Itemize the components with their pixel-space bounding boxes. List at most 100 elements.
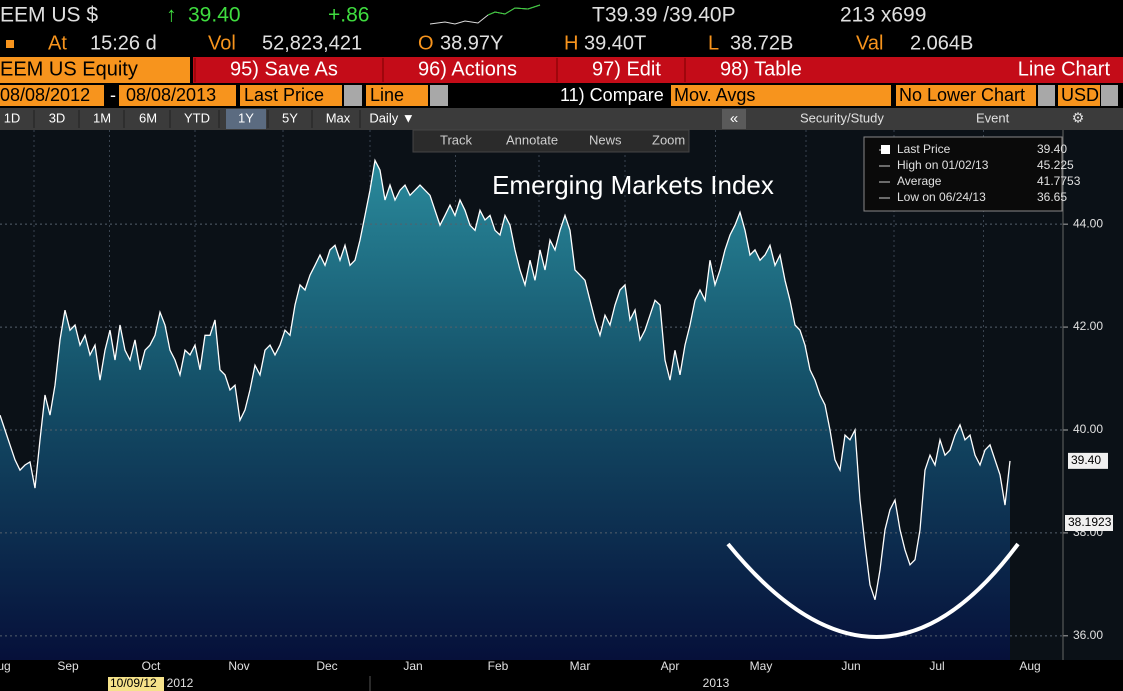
legend-name: Average xyxy=(897,174,942,188)
range-tab[interactable]: 6M xyxy=(139,110,157,125)
chart-style[interactable]: Line xyxy=(370,85,404,105)
range-tab[interactable]: YTD xyxy=(184,110,210,125)
dropdown xyxy=(430,85,448,106)
price-tag xyxy=(1065,515,1113,532)
lower-box xyxy=(896,85,1036,106)
legend-name: High on 01/02/13 xyxy=(897,158,989,172)
menu-button[interactable]: 96) Actions xyxy=(418,58,517,80)
lower-chart[interactable]: No Lower Chart xyxy=(899,85,1025,105)
annotation-arc xyxy=(726,542,1020,639)
x-axis-bar xyxy=(0,660,1123,691)
start-date[interactable]: 08/08/2012 xyxy=(0,85,90,105)
legend-name: Last Price xyxy=(897,142,951,156)
menu-button[interactable]: 95) Save As xyxy=(230,58,338,80)
legend-swatch xyxy=(881,145,890,154)
currency-box xyxy=(1058,85,1100,106)
currency[interactable]: USD xyxy=(1061,85,1099,105)
gear: ⚙ xyxy=(1072,110,1085,126)
x-tick-label: Apr xyxy=(661,659,680,673)
x-tick-label: Feb xyxy=(488,659,509,673)
quote-bar xyxy=(0,0,1123,57)
x-tick-label: Mar xyxy=(570,659,591,673)
range-tab[interactable]: 5Y xyxy=(282,110,298,125)
toolbar-button[interactable]: News xyxy=(589,132,622,147)
stat-value: 52,823,421 xyxy=(262,32,362,54)
toolbar-button[interactable]: Track xyxy=(440,132,473,147)
stat-value: 15:26 d xyxy=(90,32,157,54)
legend-box xyxy=(863,136,1063,212)
x-tick-label: Aug xyxy=(1019,659,1040,673)
legend-value: 41.7753 xyxy=(1037,174,1081,188)
x-tick-label: Jan xyxy=(403,659,422,673)
price-field[interactable]: Last Price xyxy=(244,85,324,105)
area-fill xyxy=(0,160,1010,660)
status-icon xyxy=(6,40,14,48)
security-study[interactable]: Security/Study xyxy=(800,110,884,125)
event[interactable]: Event xyxy=(976,110,1010,125)
y-tick-label: 40.00 xyxy=(1073,422,1103,436)
range-tab[interactable]: 1D xyxy=(4,110,21,125)
price-tag-label: 38.1923 xyxy=(1068,515,1112,529)
compare[interactable]: 11) Compare xyxy=(560,85,664,105)
range-tab[interactable]: 1M xyxy=(93,110,111,125)
stat-value: 38.72B xyxy=(730,32,793,54)
range-tab[interactable]: 1Y xyxy=(238,110,254,125)
end-date[interactable]: 08/08/2013 xyxy=(126,85,216,105)
cursor-date: 10/09/12 xyxy=(110,676,157,690)
bid-ask-size: 213 x699 xyxy=(840,4,926,27)
chart-title: Emerging Markets Index xyxy=(492,170,774,200)
style-box xyxy=(366,85,428,106)
security-box xyxy=(0,57,190,83)
studies-box xyxy=(671,85,891,106)
x-tick-label: Aug xyxy=(0,659,11,673)
date-separator: - xyxy=(110,85,116,105)
ticker: EEM US $ xyxy=(0,4,98,27)
sparkline-today xyxy=(487,4,541,16)
chart-toolbar xyxy=(412,129,690,153)
toolbar-button[interactable]: Zoom xyxy=(652,132,685,147)
legend-value: 45.225 xyxy=(1037,158,1074,172)
legend-value: 39.40 xyxy=(1037,142,1067,156)
stat-label: Val xyxy=(856,32,883,54)
field-box xyxy=(240,85,342,106)
menu-button[interactable]: 97) Edit xyxy=(592,58,661,80)
y-tick-label: 36.00 xyxy=(1073,628,1103,642)
menu-button[interactable]: 98) Table xyxy=(720,58,802,80)
price-tag-label: 39.40 xyxy=(1071,453,1101,467)
collapse-btn xyxy=(722,109,746,129)
range-tab[interactable]: Max xyxy=(326,110,351,125)
bid-ask: T39.39 /39.40P xyxy=(592,4,736,27)
legend-name: Low on 06/24/13 xyxy=(897,190,986,204)
collapse[interactable]: « xyxy=(730,110,738,127)
up-arrow: ↑ xyxy=(166,4,177,27)
chart-view: Line Chart xyxy=(1018,58,1111,80)
stat-value: 39.40T xyxy=(584,32,646,54)
x-tick-label: Jul xyxy=(929,659,944,673)
y-tick-label: 42.00 xyxy=(1073,319,1103,333)
x-tick-label: Oct xyxy=(142,659,161,673)
price-line xyxy=(0,158,1011,601)
y-tick-label: 44.00 xyxy=(1073,216,1103,230)
stat-label: L xyxy=(708,32,719,54)
tab-bar xyxy=(0,108,1123,130)
x-tick-label: Sep xyxy=(57,659,79,673)
toolbar-button[interactable]: Annotate xyxy=(506,132,558,147)
x-tick-label: Dec xyxy=(316,659,337,673)
stat-value: 38.97Y xyxy=(440,32,503,54)
studies[interactable]: Mov. Avgs xyxy=(674,85,755,105)
stat-label: O xyxy=(418,32,434,54)
stat-label: At xyxy=(48,32,67,54)
period[interactable]: Daily ▼ xyxy=(369,110,414,125)
year-label: 2012 xyxy=(167,676,194,690)
stat-value: 2.064B xyxy=(910,32,973,54)
net-change: +.86 xyxy=(328,4,369,27)
stat-label: H xyxy=(564,32,578,54)
dropdown xyxy=(1038,85,1055,106)
menu-bar xyxy=(193,57,1123,83)
range-tab[interactable]: 3D xyxy=(49,110,66,125)
end-box xyxy=(119,85,236,106)
price-tag xyxy=(1068,452,1108,469)
x-tick-label: May xyxy=(750,659,773,673)
legend-value: 36.65 xyxy=(1037,190,1067,204)
